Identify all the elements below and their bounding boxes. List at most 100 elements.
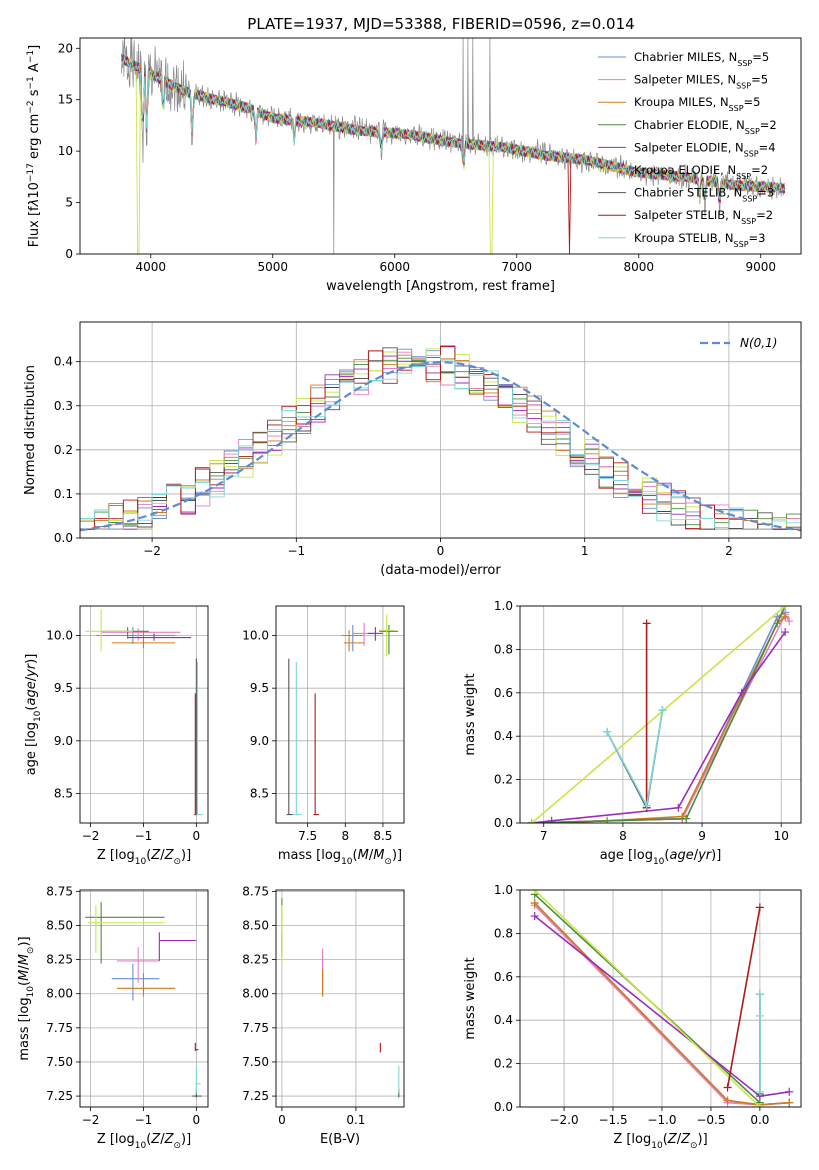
mass-weight-marker <box>781 612 790 621</box>
mass-weight-line <box>726 907 761 1088</box>
axes-spectrum: 4000 5000 6000 7000 8000 9000 0 5 10 15 20 waveleng… <box>26 37 802 294</box>
legend-subscript: SSP <box>744 149 759 158</box>
axes-mass-vs-ebv: 0 0.1 7.25 7.50 7.75 8.00 8.25 8.50 8.75 E(B-V) <box>242 884 405 1147</box>
legend-value: =3 <box>757 186 774 200</box>
y-tick-label: 0.1 <box>54 487 73 501</box>
y-tick-label: 1.0 <box>494 883 513 897</box>
axes-age-vs-mass: 7.5 8 8.5 8.5 9.0 9.5 10.0 mass [log10(M/M⊙)] <box>242 605 405 867</box>
x-tick-label: 0 <box>278 1113 286 1127</box>
mass-weight-line <box>534 902 790 1106</box>
axes-age-vs-Z: −2 −1 0 8.5 9.0 9.5 10.0 Z [log10(Z/Z⊙)] age [lo… <box>24 605 209 867</box>
y-tick-label: 15 <box>58 93 73 107</box>
mass-weight-marker <box>530 890 539 894</box>
mass-weight-marker <box>785 1098 794 1107</box>
x-tick-label: −2 <box>82 1113 100 1127</box>
mass-weight-marker <box>723 1096 732 1105</box>
y-tick-label: 7.50 <box>46 1055 73 1069</box>
mass-weight-marker <box>723 1083 732 1092</box>
x-axis-label: mass [log10(M/M⊙)] <box>278 848 402 867</box>
legend-label: Chabrier ELODIE, NSSP=2 <box>634 118 777 136</box>
legend-subscript: SSP <box>736 172 751 181</box>
legend-label: Salpeter ELODIE, NSSP=4 <box>634 140 776 158</box>
x-tick-label: −1.5 <box>598 1113 627 1127</box>
y-tick-label: 7.50 <box>242 1055 269 1069</box>
mass-weight-marker <box>755 990 764 999</box>
mass-weight-marker <box>547 816 556 823</box>
legend-subscript: SSP <box>741 217 756 226</box>
y-tick-label: 0.6 <box>494 970 513 984</box>
y-tick-label: 0.2 <box>494 773 513 787</box>
mass-weight-marker <box>755 903 764 912</box>
x-tick-label: 6000 <box>379 260 410 274</box>
y-tick-label: 7.75 <box>46 1021 73 1035</box>
mass-weight-marker <box>682 814 691 823</box>
y-tick-label: 0.0 <box>54 531 73 545</box>
mass-weight-marker <box>755 1087 764 1096</box>
y-tick-label: 0.2 <box>494 1057 513 1071</box>
axes-residuals: −2 −1 0 1 2 0.0 0.1 0.2 0.3 0.4 (data-model)/error… <box>23 321 802 578</box>
x-tick-label: 8 <box>341 829 349 843</box>
x-axis-label: age [log10(age/yr)] <box>600 848 722 867</box>
x-tick-label: −2 <box>143 544 161 558</box>
mass-weight-line <box>531 606 786 823</box>
y-tick-label: 9.0 <box>250 734 269 748</box>
axes-frame <box>79 889 209 1108</box>
axes-mass-vs-Z: −2 −1 0 7.25 7.50 7.75 8.00 8.25 8.50 8.75 Z [log1… <box>17 884 209 1151</box>
x-tick-label: 2 <box>725 544 733 558</box>
plot-area-mass-weight-vs-Z <box>530 890 794 1107</box>
axes-frame <box>79 37 802 255</box>
mass-weight-marker <box>642 801 651 810</box>
x-tick-label: 0 <box>437 544 445 558</box>
legend-label: Chabrier STELIB, NSSP=3 <box>634 186 774 204</box>
x-axis-label: E(B-V) <box>320 1132 360 1147</box>
x-tick-label: 0.1 <box>346 1113 365 1127</box>
x-tick-label: 8000 <box>623 260 654 274</box>
y-tick-label: 20 <box>58 41 73 55</box>
legend-label: Kroupa ELODIE, NSSP=2 <box>634 163 768 181</box>
y-axis-label: Normed distribution <box>23 365 38 495</box>
y-tick-label: 7.25 <box>242 1089 269 1103</box>
legend-value: =5 <box>751 73 768 87</box>
x-axis-label: Z [log10(Z/Z⊙)] <box>613 1132 707 1151</box>
y-tick-label: 0.8 <box>494 642 513 656</box>
y-tick-label: 10.0 <box>46 628 73 642</box>
mass-weight-marker <box>785 617 794 626</box>
plot-area-mass-weight-vs-age <box>527 606 794 823</box>
mass-weight-marker <box>755 1011 764 1020</box>
legend-subscript: SSP <box>742 194 757 203</box>
legend-subscript: SSP <box>745 126 760 135</box>
x-tick-label: −2 <box>82 829 100 843</box>
y-tick-label: 8.25 <box>46 953 73 967</box>
mass-weight-marker <box>658 706 667 715</box>
axes-frame <box>519 889 802 1108</box>
x-axis-label: Z [log10(Z/Z⊙)] <box>97 1132 191 1151</box>
legend-value: =5 <box>744 95 761 109</box>
mass-weight-marker <box>785 1087 794 1096</box>
x-tick-label: 0 <box>193 829 201 843</box>
y-tick-label: 10.0 <box>242 628 269 642</box>
plot-area-age-vs-mass <box>286 614 398 816</box>
mass-weight-marker <box>781 628 790 637</box>
y-axis-label: mass [log10(M/M⊙)] <box>17 936 36 1060</box>
legend-value: =5 <box>752 50 769 64</box>
mass-weight-marker <box>781 606 790 610</box>
mass-weight-line <box>534 890 761 1107</box>
axes-mass-weight-vs-Z: −2.0 −1.5 −1.0 −0.5 0.0 0.0 0.2 0.4 0.6 0.8 1.0 Z [… <box>463 883 802 1151</box>
axes-frame <box>519 605 802 824</box>
y-axis-label: mass weight <box>463 957 478 1039</box>
y-tick-label: 1.0 <box>494 599 513 613</box>
legend-subscript: SSP <box>729 104 744 113</box>
legend-label: Salpeter STELIB, NSSP=2 <box>634 208 773 226</box>
axes-mass-weight-vs-age: 7 8 9 10 0.0 0.2 0.4 0.6 0.8 1.0 age [log10(age/yr… <box>463 599 802 867</box>
y-tick-label: 9.0 <box>54 734 73 748</box>
x-tick-label: −1.0 <box>647 1113 676 1127</box>
y-tick-label: 8.25 <box>242 953 269 967</box>
residual-histogram-step <box>80 355 801 530</box>
x-tick-label: 7 <box>540 829 548 843</box>
legend-value: =2 <box>760 118 777 132</box>
x-tick-label: 8.5 <box>373 829 392 843</box>
axes-frame <box>79 321 802 539</box>
x-tick-label: −1 <box>135 1113 153 1127</box>
